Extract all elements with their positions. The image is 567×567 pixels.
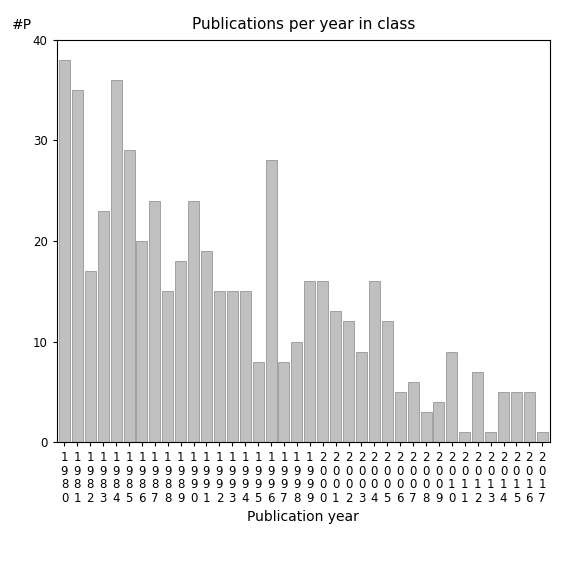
Bar — [356, 352, 367, 442]
Bar — [149, 201, 160, 442]
Bar — [304, 281, 315, 442]
Bar — [511, 392, 522, 442]
Bar — [59, 60, 70, 442]
Title: Publications per year in class: Publications per year in class — [192, 16, 415, 32]
Bar — [240, 291, 251, 442]
Bar — [524, 392, 535, 442]
Bar — [459, 432, 470, 442]
Bar — [85, 271, 96, 442]
Bar — [214, 291, 225, 442]
Bar — [124, 150, 134, 442]
Bar — [162, 291, 174, 442]
Bar — [175, 261, 186, 442]
Bar — [369, 281, 380, 442]
Y-axis label: #P: #P — [12, 18, 32, 32]
Bar — [111, 80, 121, 442]
Bar — [278, 362, 290, 442]
Bar — [498, 392, 509, 442]
Bar — [330, 311, 341, 442]
Bar — [188, 201, 199, 442]
Bar — [98, 211, 109, 442]
Bar — [421, 412, 431, 442]
Bar — [433, 402, 445, 442]
Bar — [472, 372, 483, 442]
Bar — [227, 291, 238, 442]
Bar — [343, 321, 354, 442]
Bar — [446, 352, 458, 442]
Bar — [485, 432, 496, 442]
Bar — [72, 90, 83, 442]
Bar — [408, 382, 418, 442]
Bar — [265, 160, 277, 442]
Bar — [382, 321, 393, 442]
Bar — [291, 341, 302, 442]
Bar — [317, 281, 328, 442]
Bar — [253, 362, 264, 442]
X-axis label: Publication year: Publication year — [247, 510, 359, 524]
Bar — [137, 241, 147, 442]
Bar — [395, 392, 405, 442]
Bar — [537, 432, 548, 442]
Bar — [201, 251, 212, 442]
